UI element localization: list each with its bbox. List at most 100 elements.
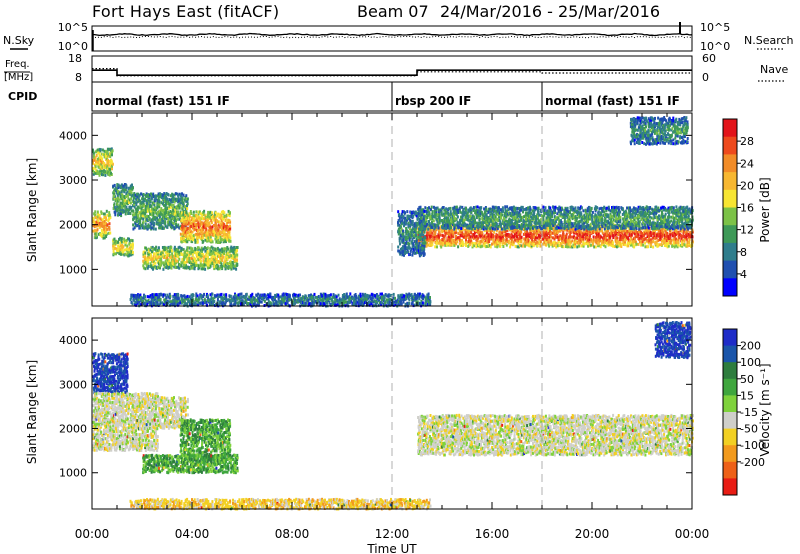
power-echo-cell xyxy=(211,251,214,255)
power-echo-cell xyxy=(170,266,173,270)
power-echo-cell xyxy=(438,228,441,232)
power-echo-cell xyxy=(126,199,129,203)
power-echo-cell xyxy=(418,227,420,231)
power-echo-cell xyxy=(478,221,481,225)
power-echo-cell xyxy=(571,245,574,249)
power-echo-cell xyxy=(93,225,96,229)
power-echo-cell xyxy=(201,213,204,216)
power-echo-cell xyxy=(490,209,493,213)
power-echo-cell xyxy=(138,226,141,230)
power-echo-cell xyxy=(129,212,132,215)
power-echo-cell xyxy=(451,229,453,232)
power-echo-cell xyxy=(665,237,668,241)
power-echo-cell xyxy=(153,201,156,205)
power-echo-cell xyxy=(587,232,590,235)
power-echo-cell xyxy=(155,265,158,269)
power-echo-cell xyxy=(543,231,546,235)
power-echo-cell xyxy=(114,199,117,203)
power-echo-cell xyxy=(552,231,554,235)
power-echo-cell xyxy=(109,147,111,151)
power-echo-cell xyxy=(471,207,474,211)
power-echo-cell xyxy=(121,210,124,214)
power-echo-cell xyxy=(573,209,576,213)
power-echo-cell xyxy=(605,230,608,234)
power-echo-cell xyxy=(106,223,109,227)
power-echo-cell xyxy=(443,226,446,229)
power-echo-cell xyxy=(585,242,588,246)
power-echo-cell xyxy=(235,246,238,249)
power-echo-cell xyxy=(454,223,457,227)
power-echo-cell xyxy=(110,160,113,164)
power-echo-cell xyxy=(146,266,149,270)
power-echo-cell xyxy=(156,218,159,222)
power-echo-cell xyxy=(637,234,640,238)
power-echo-cell xyxy=(502,236,505,240)
power-echo-cell xyxy=(177,204,180,208)
power-echo-cell xyxy=(568,230,571,234)
power-echo-cell xyxy=(599,236,601,240)
power-echo-cell xyxy=(209,232,212,236)
power-echo-cell xyxy=(205,254,208,258)
power-echo-cell xyxy=(124,199,127,203)
power-echo-cell xyxy=(472,242,475,246)
power-echo-cell xyxy=(112,197,115,201)
power-echo-cell xyxy=(452,217,455,221)
power-echo-cell xyxy=(572,243,575,247)
power-echo-cell xyxy=(200,246,203,250)
power-echo-cell xyxy=(456,224,459,228)
power-echo-cell xyxy=(181,207,184,211)
power-echo-cell xyxy=(654,232,657,236)
power-echo-cell xyxy=(471,227,474,231)
power-echo-cell xyxy=(556,235,559,239)
power-echo-cell xyxy=(193,217,196,221)
power-echo-cell xyxy=(106,167,109,171)
power-echo-cell xyxy=(128,198,131,202)
power-echo-cell xyxy=(666,245,669,249)
power-echo-cell xyxy=(500,227,503,231)
power-echo-cell xyxy=(432,229,435,233)
power-echo-cell xyxy=(115,247,118,251)
power-echo-cell xyxy=(178,250,181,254)
power-echo-cell xyxy=(442,229,445,233)
power-echo-cell xyxy=(187,260,190,264)
power-echo-cell xyxy=(197,222,200,226)
power-echo-cell xyxy=(640,230,643,234)
power-echo-cell xyxy=(506,205,509,209)
power-echo-cell xyxy=(173,219,176,223)
power-echo-cell xyxy=(479,212,482,216)
power-echo-cell xyxy=(469,239,472,243)
power-echo-cell xyxy=(452,235,455,239)
power-echo-cell xyxy=(458,236,461,240)
power-echo-cell xyxy=(231,246,234,250)
power-echo-cell xyxy=(202,228,205,232)
power-echo-cell xyxy=(447,226,450,229)
power-echo-cell xyxy=(628,232,631,236)
power-echo-cell xyxy=(574,206,577,210)
power-echo-cell xyxy=(218,267,221,271)
power-echo-cell xyxy=(527,234,530,238)
power-echo-cell xyxy=(203,255,206,259)
power-echo-cell xyxy=(436,239,439,243)
power-echo-cell xyxy=(206,239,208,243)
power-echo-cell xyxy=(496,227,499,230)
power-echo-cell xyxy=(621,236,624,240)
power-echo-cell xyxy=(474,225,477,229)
power-echo-cell xyxy=(121,193,124,197)
power-echo-cell xyxy=(175,250,178,254)
power-echo-cell xyxy=(551,236,554,240)
power-echo-cell xyxy=(431,226,434,229)
noise-panel-frame xyxy=(91,25,693,52)
power-echo-cell xyxy=(140,202,143,206)
power-echo-cell xyxy=(185,265,188,269)
power-echo-cell xyxy=(160,223,163,227)
power-echo-cell xyxy=(489,210,491,214)
power-echo-cell xyxy=(132,202,135,206)
power-echo-cell xyxy=(544,228,547,232)
power-echo-cell xyxy=(435,212,438,215)
power-echo-cell xyxy=(107,231,110,235)
power-echo-cell xyxy=(106,213,109,217)
power-echo-cell xyxy=(529,227,532,231)
power-echo-cell xyxy=(205,236,208,239)
power-echo-cell xyxy=(503,221,506,225)
power-echo-cell xyxy=(479,221,482,225)
